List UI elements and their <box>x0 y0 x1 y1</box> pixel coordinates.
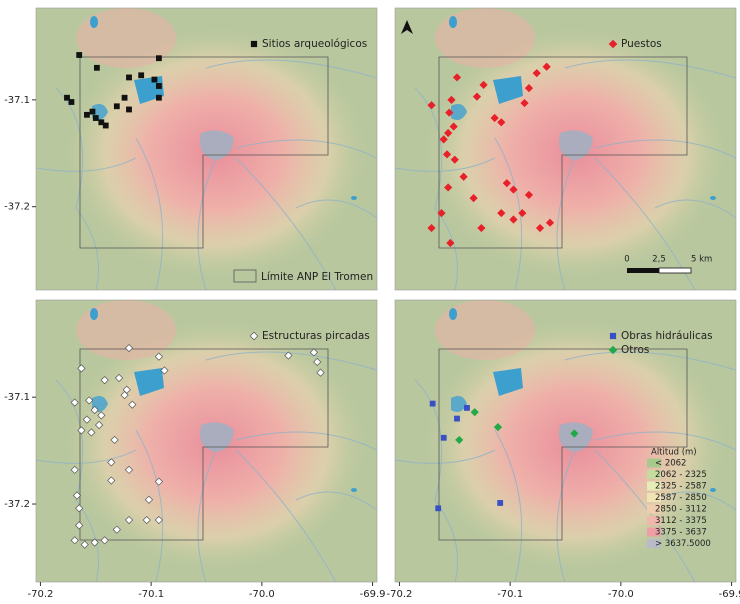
altitude-label: 2325 - 2587 <box>655 482 707 492</box>
altitude-label: < 2062 <box>655 459 686 469</box>
point <box>122 95 127 100</box>
legend-label: Estructuras pircadas <box>262 330 370 342</box>
x-tick-label: -70.0 <box>249 589 275 600</box>
point <box>126 107 131 112</box>
point <box>90 109 95 114</box>
panels: -37.1 -37.2 Sitios arqueológicos Límite ANP… <box>4 8 740 600</box>
x-tick-label: -69.9 <box>719 589 740 600</box>
x-tick-label: -70.0 <box>608 589 634 600</box>
scale-bar-black <box>627 268 659 273</box>
legend-label: Puestos <box>621 38 662 50</box>
scale-bar-label: 5 km <box>691 255 712 265</box>
x-tick-label: -70.1 <box>497 589 523 600</box>
point <box>464 405 469 410</box>
y-tick-label: -37.1 <box>4 392 30 403</box>
point <box>103 123 108 128</box>
point <box>251 41 257 47</box>
x-tick-label: -70.2 <box>27 589 53 600</box>
altitude-label: 3112 - 3375 <box>655 516 707 526</box>
legend-label: Obras hidráulicas <box>621 330 713 342</box>
x-tick-label: -70.1 <box>138 589 164 600</box>
point <box>498 500 503 505</box>
map-panel: Puestos 0 2,5 5 km <box>395 8 736 290</box>
map-panel: -70.2 -70.1 -70.0 -69.9 Obras hidráulicas Otr… <box>386 300 740 600</box>
altitude-label: 2850 - 3112 <box>655 505 707 515</box>
map-figure: -37.1 -37.2 Sitios arqueológicos Límite ANP… <box>0 0 740 604</box>
altitude-legend-title: Altitud (m) <box>651 448 697 458</box>
point <box>139 73 144 78</box>
point <box>84 112 89 117</box>
legend-label: Límite ANP El Tromen <box>261 271 373 283</box>
altitude-label: > 3637.5000 <box>655 539 711 549</box>
terrain <box>36 8 377 290</box>
point <box>156 56 161 61</box>
legend-label: Sitios arqueológicos <box>262 38 367 50</box>
point <box>610 333 616 339</box>
point <box>152 77 157 82</box>
y-tick-label: -37.2 <box>4 499 30 510</box>
scale-bar-label: 0 <box>624 255 629 265</box>
point <box>436 506 441 511</box>
altitude-label: 2062 - 2325 <box>655 470 707 480</box>
terrain <box>36 300 377 582</box>
point <box>94 65 99 70</box>
point <box>156 95 161 100</box>
terrain <box>395 8 736 290</box>
point <box>454 416 459 421</box>
x-tick-label: -70.2 <box>386 589 412 600</box>
altitude-label: 3375 - 3637 <box>655 528 707 538</box>
point <box>77 52 82 57</box>
x-tick-label: -69.9 <box>360 589 386 600</box>
point <box>441 435 446 440</box>
altitude-label: 2587 - 2850 <box>655 493 707 503</box>
y-tick-label: -37.2 <box>4 202 30 213</box>
scale-bar-white <box>659 268 691 273</box>
scale-bar-label: 2,5 <box>652 255 666 265</box>
point <box>430 401 435 406</box>
legend-label: Otros <box>621 344 649 356</box>
point <box>114 104 119 109</box>
map-panel: -37.1 -37.2 -70.2 -70.1 -70.0 -69.9 Estructura… <box>4 300 385 600</box>
map-panel: -37.1 -37.2 Sitios arqueológicos Límite ANP… <box>4 8 377 290</box>
point <box>93 115 98 120</box>
point <box>69 99 74 104</box>
point <box>156 83 161 88</box>
point <box>126 75 131 80</box>
y-tick-label: -37.1 <box>4 95 30 106</box>
